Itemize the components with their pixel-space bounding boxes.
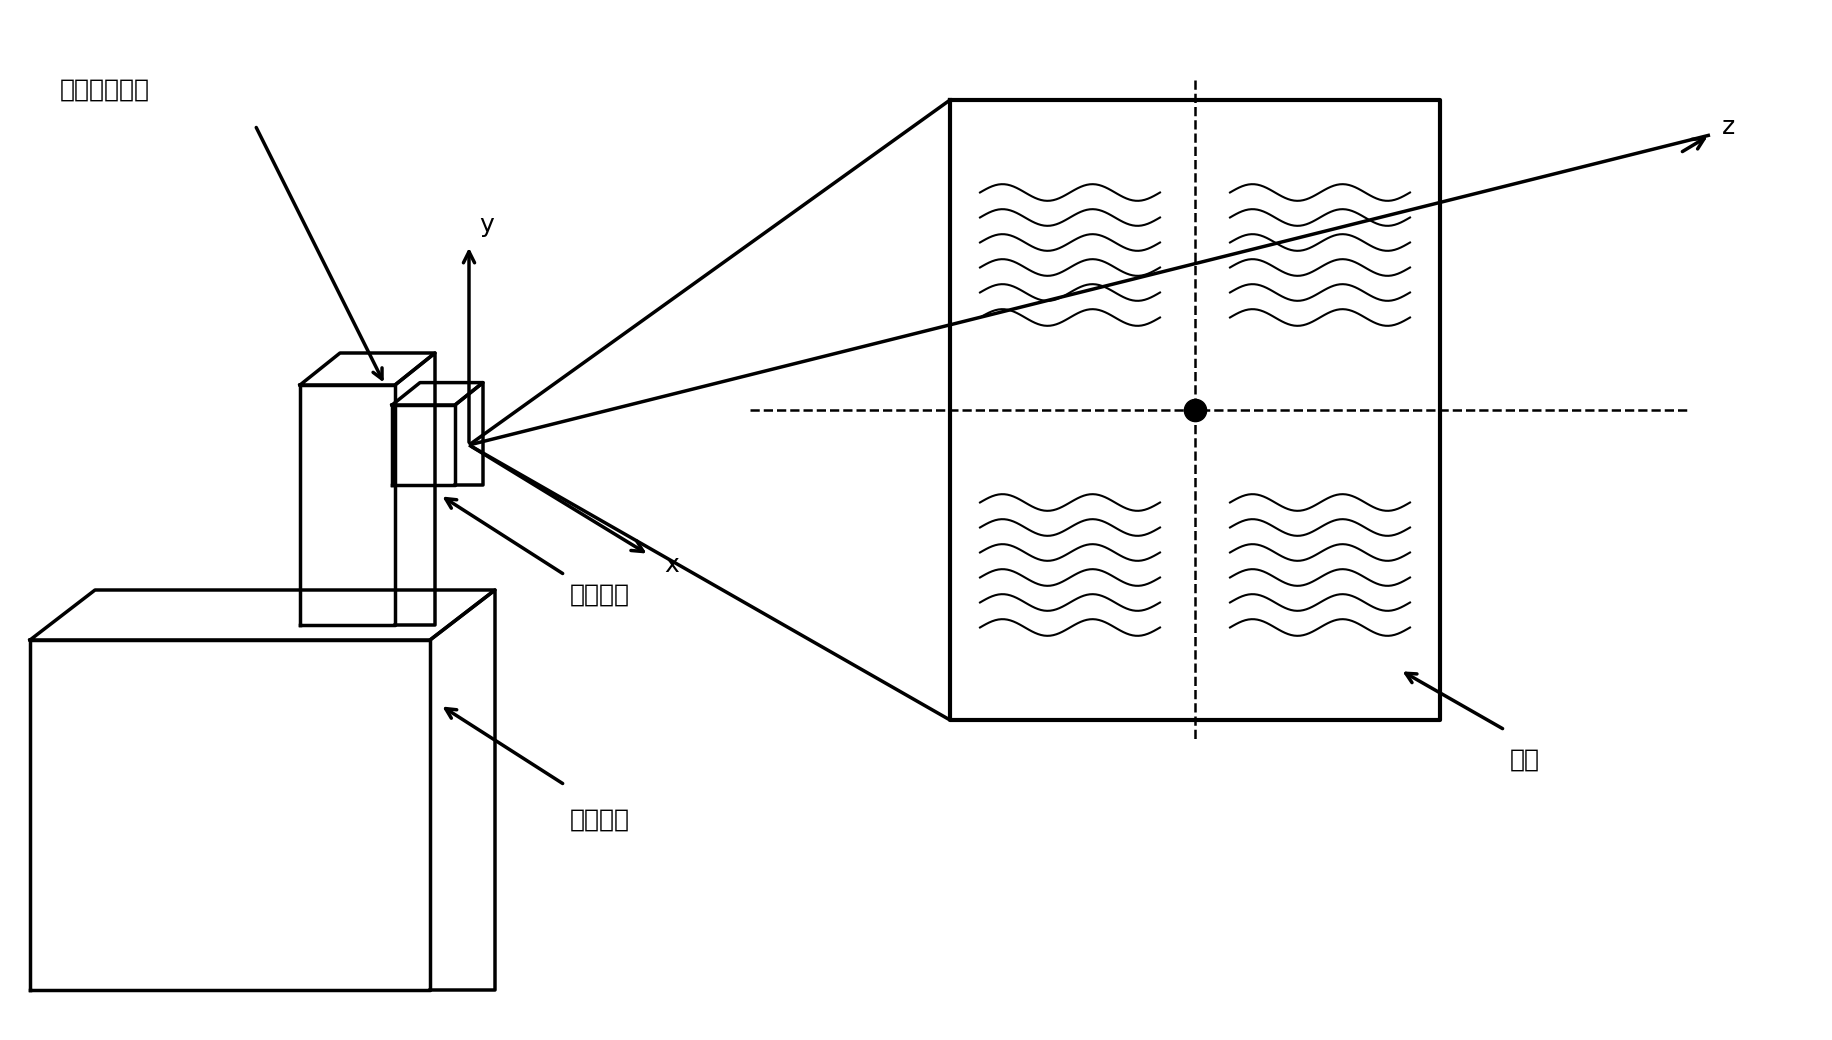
Text: z: z bbox=[1722, 115, 1735, 139]
Text: 目标: 目标 bbox=[1510, 748, 1541, 772]
Text: 调试平台: 调试平台 bbox=[570, 808, 630, 832]
Text: y: y bbox=[478, 213, 495, 237]
Text: 相机模组: 相机模组 bbox=[570, 583, 630, 607]
Text: 致动器连镜头: 致动器连镜头 bbox=[60, 78, 150, 102]
Text: x: x bbox=[663, 553, 678, 577]
